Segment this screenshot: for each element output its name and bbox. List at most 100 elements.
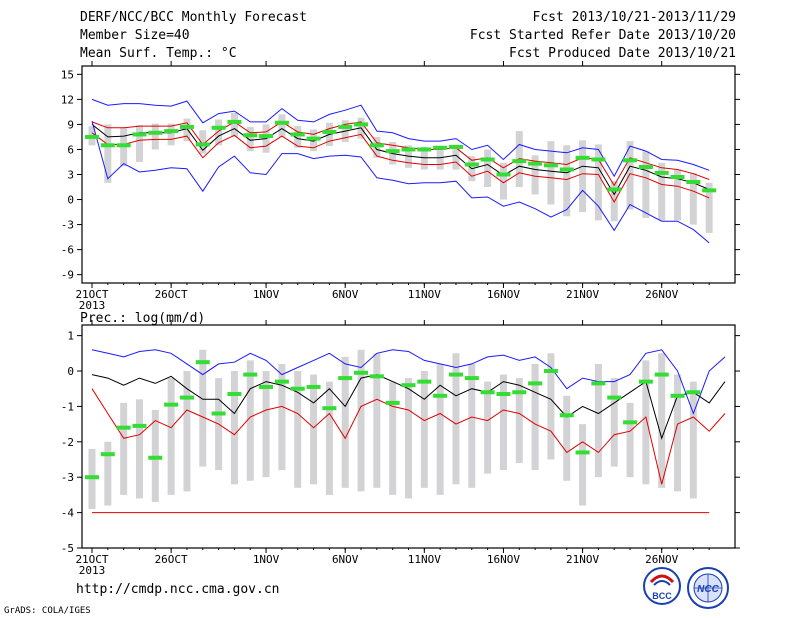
y-tick-label: 0 xyxy=(67,365,74,378)
median-mark xyxy=(164,129,179,134)
y-tick-label: 9 xyxy=(67,118,74,131)
precip-title: Prec.: log(mm/d) xyxy=(80,311,205,326)
panel-2: -5 -4 -3 -2 -1 0 1 21OCT 26OCT 1NOV 6NOV 11NOV 16NOV… xyxy=(61,320,740,577)
median-mark xyxy=(259,134,274,139)
median-mark xyxy=(448,144,463,149)
spread-box xyxy=(183,118,191,142)
y-tick-label: -9 xyxy=(61,269,74,282)
median-mark xyxy=(433,393,448,398)
spread-box xyxy=(405,378,412,499)
x-tick-label: 11NOV xyxy=(408,288,441,301)
median-mark xyxy=(575,155,590,160)
spread-box xyxy=(674,169,682,221)
series-line-max xyxy=(91,349,726,415)
spread-box xyxy=(325,381,333,495)
spread-box xyxy=(436,363,444,495)
spread-box xyxy=(230,371,238,485)
spread-box xyxy=(246,126,254,152)
x-tick-label: 21NOV xyxy=(566,553,599,566)
spread-box xyxy=(373,353,381,488)
y-tick-label: 12 xyxy=(61,93,74,106)
median-mark xyxy=(116,425,131,430)
spread-box xyxy=(484,149,492,188)
median-mark xyxy=(306,384,321,389)
bcc-logo: BCC xyxy=(642,566,682,606)
spread-box xyxy=(199,349,207,467)
spread-box xyxy=(167,378,175,495)
spread-box xyxy=(278,114,286,137)
spread-box xyxy=(294,126,302,148)
median-mark xyxy=(116,143,131,148)
spread-box xyxy=(626,141,634,210)
svg-text:BCC: BCC xyxy=(652,591,672,601)
median-mark xyxy=(417,147,432,152)
median-mark xyxy=(227,119,242,124)
spread-box xyxy=(468,363,476,488)
spread-box xyxy=(120,402,128,495)
median-mark xyxy=(543,163,558,168)
x-tick-label: 26OCT xyxy=(155,553,188,566)
median-mark xyxy=(464,162,479,167)
source-url[interactable]: http://cmdp.ncc.cma.gov.cn xyxy=(76,582,280,597)
median-mark xyxy=(512,390,527,395)
x-tick-label: 26NOV xyxy=(645,553,678,566)
grads-credit: GrADS: COLA/IGES xyxy=(4,606,91,616)
ncc-logo: NCC xyxy=(684,566,732,610)
spread-box xyxy=(167,123,175,146)
spread-box xyxy=(642,151,650,218)
spread-box xyxy=(135,399,143,499)
median-mark xyxy=(702,188,717,193)
spread-box xyxy=(674,374,682,492)
median-mark xyxy=(243,133,258,138)
spread-box xyxy=(689,172,697,225)
median-mark xyxy=(559,413,574,418)
y-tick-label: -2 xyxy=(61,436,74,449)
median-mark xyxy=(338,124,353,129)
x-year-label: 2013 xyxy=(79,299,106,312)
member-size-label: Member Size=40 xyxy=(80,28,190,43)
median-mark xyxy=(417,379,432,384)
median-mark xyxy=(385,149,400,154)
median-mark xyxy=(290,132,305,137)
median-mark xyxy=(132,423,147,428)
median-mark xyxy=(100,143,115,148)
forecast-produced-date: Fcst Produced Date 2013/10/21 xyxy=(509,46,736,61)
median-mark xyxy=(290,386,305,391)
median-mark xyxy=(274,120,289,125)
variable-label: Mean Surf. Temp.: °C xyxy=(80,46,237,61)
y-tick-label: 1 xyxy=(67,330,74,343)
spread-box xyxy=(135,125,143,162)
median-mark xyxy=(306,136,321,141)
median-mark xyxy=(654,170,669,175)
series-line-mean xyxy=(91,124,710,196)
spread-box xyxy=(104,124,112,183)
median-mark xyxy=(195,360,210,365)
median-mark xyxy=(623,158,638,163)
spread-box xyxy=(642,360,650,485)
spread-box xyxy=(705,182,713,233)
spread-box xyxy=(199,130,207,154)
median-mark xyxy=(211,411,226,416)
x-tick-label: 16NOV xyxy=(487,553,520,566)
spread-box xyxy=(626,402,634,478)
x-tick-label: 11NOV xyxy=(408,553,441,566)
median-mark xyxy=(369,143,384,148)
y-tick-label: 6 xyxy=(67,143,74,156)
median-mark xyxy=(259,384,274,389)
median-mark xyxy=(227,392,242,397)
median-mark xyxy=(528,161,543,166)
spread-box xyxy=(531,155,539,195)
median-mark xyxy=(322,406,337,411)
x-tick-label: 21OCT xyxy=(75,288,108,301)
median-mark xyxy=(686,390,701,395)
y-tick-label: 3 xyxy=(67,169,74,182)
median-mark xyxy=(559,167,574,172)
median-mark xyxy=(322,129,337,134)
y-tick-label: 15 xyxy=(61,68,74,81)
spread-box xyxy=(547,353,555,460)
median-mark xyxy=(480,157,495,162)
x-tick-label: 21OCT xyxy=(75,553,108,566)
spread-box xyxy=(310,374,318,485)
x-tick-label: 6NOV xyxy=(332,288,359,301)
